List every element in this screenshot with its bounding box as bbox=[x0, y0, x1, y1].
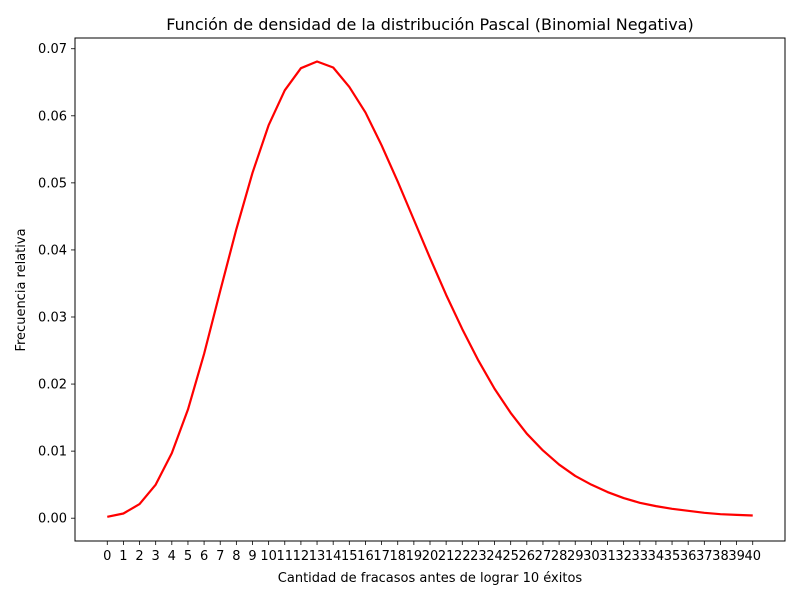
y-tick-label: 0.06 bbox=[38, 109, 67, 124]
chart-title: Función de densidad de la distribución P… bbox=[166, 15, 693, 34]
x-tick-label: 30 bbox=[583, 549, 600, 564]
y-tick-label: 0.01 bbox=[38, 445, 67, 460]
x-tick-label: 31 bbox=[599, 549, 616, 564]
x-tick-label: 14 bbox=[325, 549, 342, 564]
series-line bbox=[107, 61, 752, 516]
x-tick-label: 34 bbox=[648, 549, 665, 564]
y-tick-label: 0.05 bbox=[38, 176, 67, 191]
x-tick-label: 11 bbox=[276, 549, 293, 564]
x-tick-label: 18 bbox=[389, 549, 406, 564]
x-tick-label: 0 bbox=[103, 549, 111, 564]
x-tick-label: 35 bbox=[664, 549, 681, 564]
x-tick-label: 21 bbox=[438, 549, 455, 564]
y-tick-label: 0.02 bbox=[38, 378, 67, 393]
x-tick-label: 12 bbox=[293, 549, 310, 564]
x-tick-label: 9 bbox=[248, 549, 256, 564]
x-tick-label: 17 bbox=[373, 549, 390, 564]
y-axis-label: Frecuencia relativa bbox=[14, 228, 29, 351]
x-tick-label: 6 bbox=[200, 549, 208, 564]
x-tick-label: 13 bbox=[309, 549, 326, 564]
x-axis-label: Cantidad de fracasos antes de lograr 10 … bbox=[278, 571, 583, 586]
x-tick-label: 37 bbox=[696, 549, 713, 564]
x-tick-label: 19 bbox=[406, 549, 423, 564]
y-tick-label: 0.07 bbox=[38, 42, 67, 57]
x-tick-label: 5 bbox=[184, 549, 192, 564]
x-tick-label: 7 bbox=[216, 549, 224, 564]
x-tick-label: 8 bbox=[232, 549, 240, 564]
x-tick-label: 36 bbox=[680, 549, 697, 564]
x-tick-label: 26 bbox=[519, 549, 536, 564]
y-tick-label: 0.03 bbox=[38, 310, 67, 325]
x-tick-label: 16 bbox=[357, 549, 374, 564]
x-tick-label: 3 bbox=[152, 549, 160, 564]
x-tick-label: 40 bbox=[744, 549, 761, 564]
x-tick-label: 29 bbox=[567, 549, 584, 564]
x-tick-label: 10 bbox=[260, 549, 277, 564]
x-tick-label: 4 bbox=[168, 549, 176, 564]
x-tick-label: 23 bbox=[470, 549, 487, 564]
series-layer bbox=[107, 61, 752, 516]
plot-frame bbox=[75, 38, 785, 541]
y-tick-label: 0.04 bbox=[38, 243, 67, 258]
x-tick-label: 33 bbox=[631, 549, 648, 564]
x-tick-label: 39 bbox=[728, 549, 745, 564]
x-tick-label: 38 bbox=[712, 549, 729, 564]
x-tick-label: 24 bbox=[486, 549, 503, 564]
x-tick-label: 1 bbox=[119, 549, 127, 564]
x-tick-label: 25 bbox=[502, 549, 519, 564]
x-tick-label: 15 bbox=[341, 549, 358, 564]
x-tick-label: 32 bbox=[615, 549, 632, 564]
x-tick-label: 20 bbox=[422, 549, 439, 564]
x-tick-label: 2 bbox=[135, 549, 143, 564]
x-tick-label: 22 bbox=[454, 549, 471, 564]
x-tick-label: 27 bbox=[535, 549, 552, 564]
y-tick-label: 0.00 bbox=[38, 512, 67, 527]
x-tick-label: 28 bbox=[551, 549, 568, 564]
